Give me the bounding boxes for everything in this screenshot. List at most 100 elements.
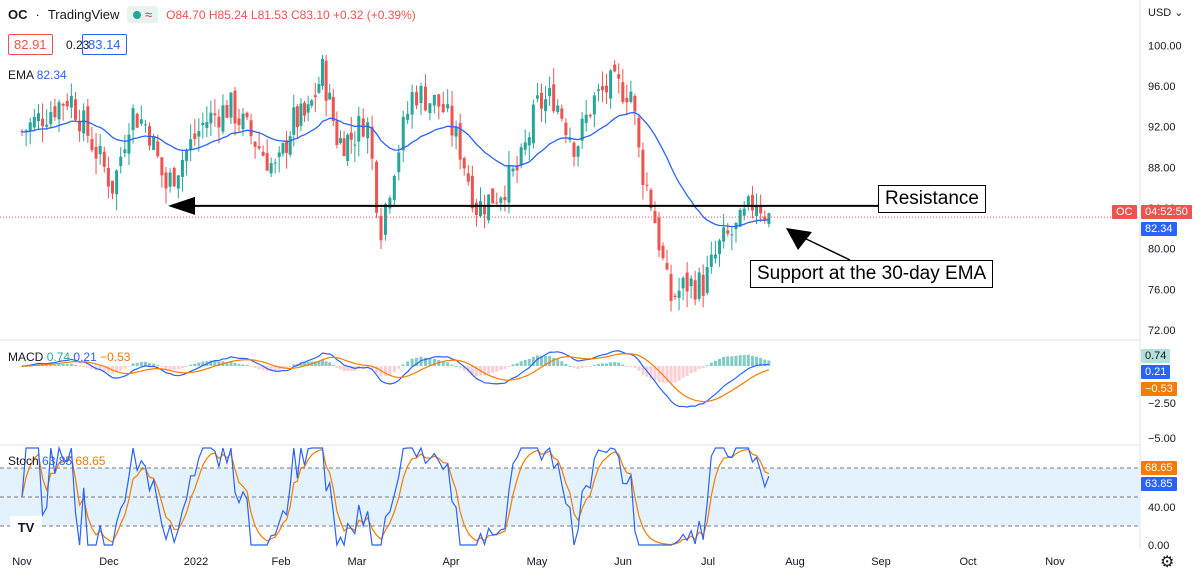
separator: · xyxy=(35,7,40,22)
candle-body xyxy=(119,156,123,166)
candle-body xyxy=(357,116,361,142)
candle-body xyxy=(303,102,307,116)
candle-body xyxy=(657,217,661,251)
time-tick-label: 2022 xyxy=(183,556,209,568)
candle-body xyxy=(152,136,156,151)
price-tick-label: 96.00 xyxy=(1148,81,1176,93)
macd-hist-bar xyxy=(576,366,580,369)
macd-hist-bar xyxy=(535,355,539,366)
symbol-label: OC xyxy=(8,7,28,22)
candle-body xyxy=(328,92,332,100)
macd-hist-bar xyxy=(49,364,53,366)
candle-body xyxy=(584,114,588,124)
macd-hist-bar xyxy=(685,366,689,376)
price-tick-label: 76.00 xyxy=(1148,284,1176,296)
candle-body xyxy=(556,105,560,112)
candle-body xyxy=(693,280,697,300)
macd-hist-bar xyxy=(705,365,709,367)
candle-body xyxy=(755,205,759,217)
candle-body xyxy=(527,137,531,146)
time-tick-label: Nov xyxy=(1045,556,1065,568)
candle-body xyxy=(221,105,225,132)
stoch-k-legend: 63.85 xyxy=(42,454,73,468)
candle-body xyxy=(491,188,495,204)
buy-price-button[interactable]: 83.14 xyxy=(82,34,127,55)
stoch-legend[interactable]: Stoch 63.85 68.65 xyxy=(8,454,105,468)
candle-body xyxy=(110,180,114,194)
macd-hist-bar xyxy=(584,366,588,367)
resistance-annotation: Resistance xyxy=(878,185,986,213)
macd-hist-bar xyxy=(596,363,600,366)
candle-body xyxy=(281,143,285,154)
candle-body xyxy=(705,267,709,293)
candle-body xyxy=(143,124,147,126)
candle-body xyxy=(366,122,370,139)
candle-body xyxy=(98,145,102,155)
candle-body xyxy=(730,234,734,236)
candle-body xyxy=(61,103,65,106)
macd-hist-bar xyxy=(349,366,353,371)
stoch-k-line xyxy=(21,445,770,548)
candle-body xyxy=(102,151,106,167)
macd-hist-bar xyxy=(288,366,292,367)
macd-hist-bar xyxy=(689,366,693,374)
candle-body xyxy=(613,64,617,72)
candle-body xyxy=(156,141,160,157)
macd-legend[interactable]: MACD 0.74 0.21 −0.53 xyxy=(8,350,130,364)
macd-signal-badge: −0.53 xyxy=(1141,382,1177,396)
macd-hist-bar xyxy=(375,366,379,373)
time-tick-label: Aug xyxy=(785,556,805,568)
macd-hist-bar xyxy=(176,366,180,370)
candle-body xyxy=(592,95,596,115)
ema-price-badge: 82.34 xyxy=(1141,222,1177,236)
macd-hist-bar xyxy=(713,360,717,366)
candle-body xyxy=(677,290,681,298)
macd-hist-bar xyxy=(605,363,609,366)
candle-body xyxy=(78,120,82,132)
candle-body xyxy=(544,99,548,112)
sell-price-button[interactable]: 82.91 xyxy=(8,34,53,55)
candle-body xyxy=(299,103,303,126)
currency-label[interactable]: USD ⌄ xyxy=(1148,7,1184,19)
macd-hist-bar xyxy=(767,360,771,366)
candle-body xyxy=(90,139,94,151)
market-status-icon[interactable]: ≈ xyxy=(127,6,159,23)
candle-body xyxy=(564,122,568,136)
candle-body xyxy=(392,175,396,200)
candle-body xyxy=(45,124,49,127)
candle-body xyxy=(306,104,310,113)
macd-hist-bar xyxy=(564,363,568,366)
candle-body xyxy=(665,263,669,270)
candle-body xyxy=(661,245,665,258)
tradingview-logo[interactable]: TV xyxy=(10,516,42,538)
macd-hist-bar xyxy=(657,366,661,382)
candle-body xyxy=(673,295,677,297)
candle-body xyxy=(701,274,705,296)
candle-body xyxy=(515,165,519,171)
candle-body xyxy=(483,206,487,215)
candle-body xyxy=(415,92,419,106)
macd-hist-bar xyxy=(693,366,697,372)
candle-body xyxy=(397,152,401,173)
candle-body xyxy=(685,272,689,292)
candle-body xyxy=(649,189,653,209)
settings-gear-icon[interactable]: ⚙ xyxy=(1160,554,1175,571)
candle-body xyxy=(36,113,40,122)
ema-legend[interactable]: EMA 82.34 xyxy=(8,68,67,82)
macd-hist-bar xyxy=(677,366,681,381)
candle-body xyxy=(57,102,61,120)
candle-body xyxy=(503,196,507,201)
candle-body xyxy=(605,85,609,93)
macd-hist-bar xyxy=(73,364,77,366)
candle-body xyxy=(709,254,713,267)
candle-body xyxy=(185,150,189,161)
candle-body xyxy=(331,96,335,121)
macd-hist-bar xyxy=(653,366,657,381)
candle-body xyxy=(428,103,432,114)
macd-hist-bar xyxy=(370,366,374,370)
candle-body xyxy=(237,118,241,126)
candle-body xyxy=(548,87,552,97)
candle-body xyxy=(641,149,645,185)
candle-body xyxy=(742,208,746,216)
